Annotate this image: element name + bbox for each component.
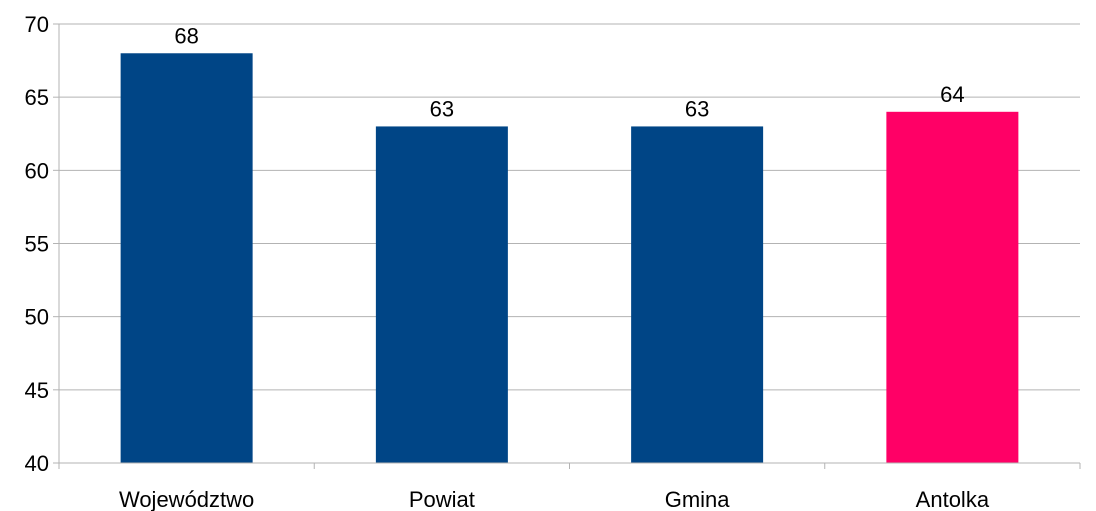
y-tick-label: 55 — [25, 232, 49, 257]
bar-antolka — [886, 111, 1019, 464]
y-tick-label: 50 — [25, 305, 49, 330]
y-tick-label: 60 — [25, 158, 49, 183]
bar-powiat — [375, 126, 508, 463]
y-tick-label: 45 — [25, 378, 49, 403]
y-tick-label: 40 — [25, 451, 49, 476]
data-label: 63 — [430, 96, 454, 121]
data-label: 63 — [685, 96, 709, 121]
x-tick-label: Gmina — [665, 487, 731, 511]
bar-gmina — [631, 126, 764, 463]
x-tick-label: Antolka — [916, 487, 990, 511]
axes — [53, 23, 1081, 469]
data-label: 64 — [940, 82, 964, 107]
labels: 40 45 50 55 60 65 70 68 Województwo 63 Powiat 63 Gmi… — [25, 12, 990, 511]
data-label: 68 — [174, 23, 198, 48]
y-tick-label: 65 — [25, 85, 49, 110]
y-tick-label: 70 — [25, 12, 49, 37]
x-tick-label: Województwo — [119, 487, 254, 511]
bar-województwo — [120, 53, 253, 464]
bars — [120, 53, 1019, 464]
x-tick-label: Powiat — [409, 487, 475, 511]
